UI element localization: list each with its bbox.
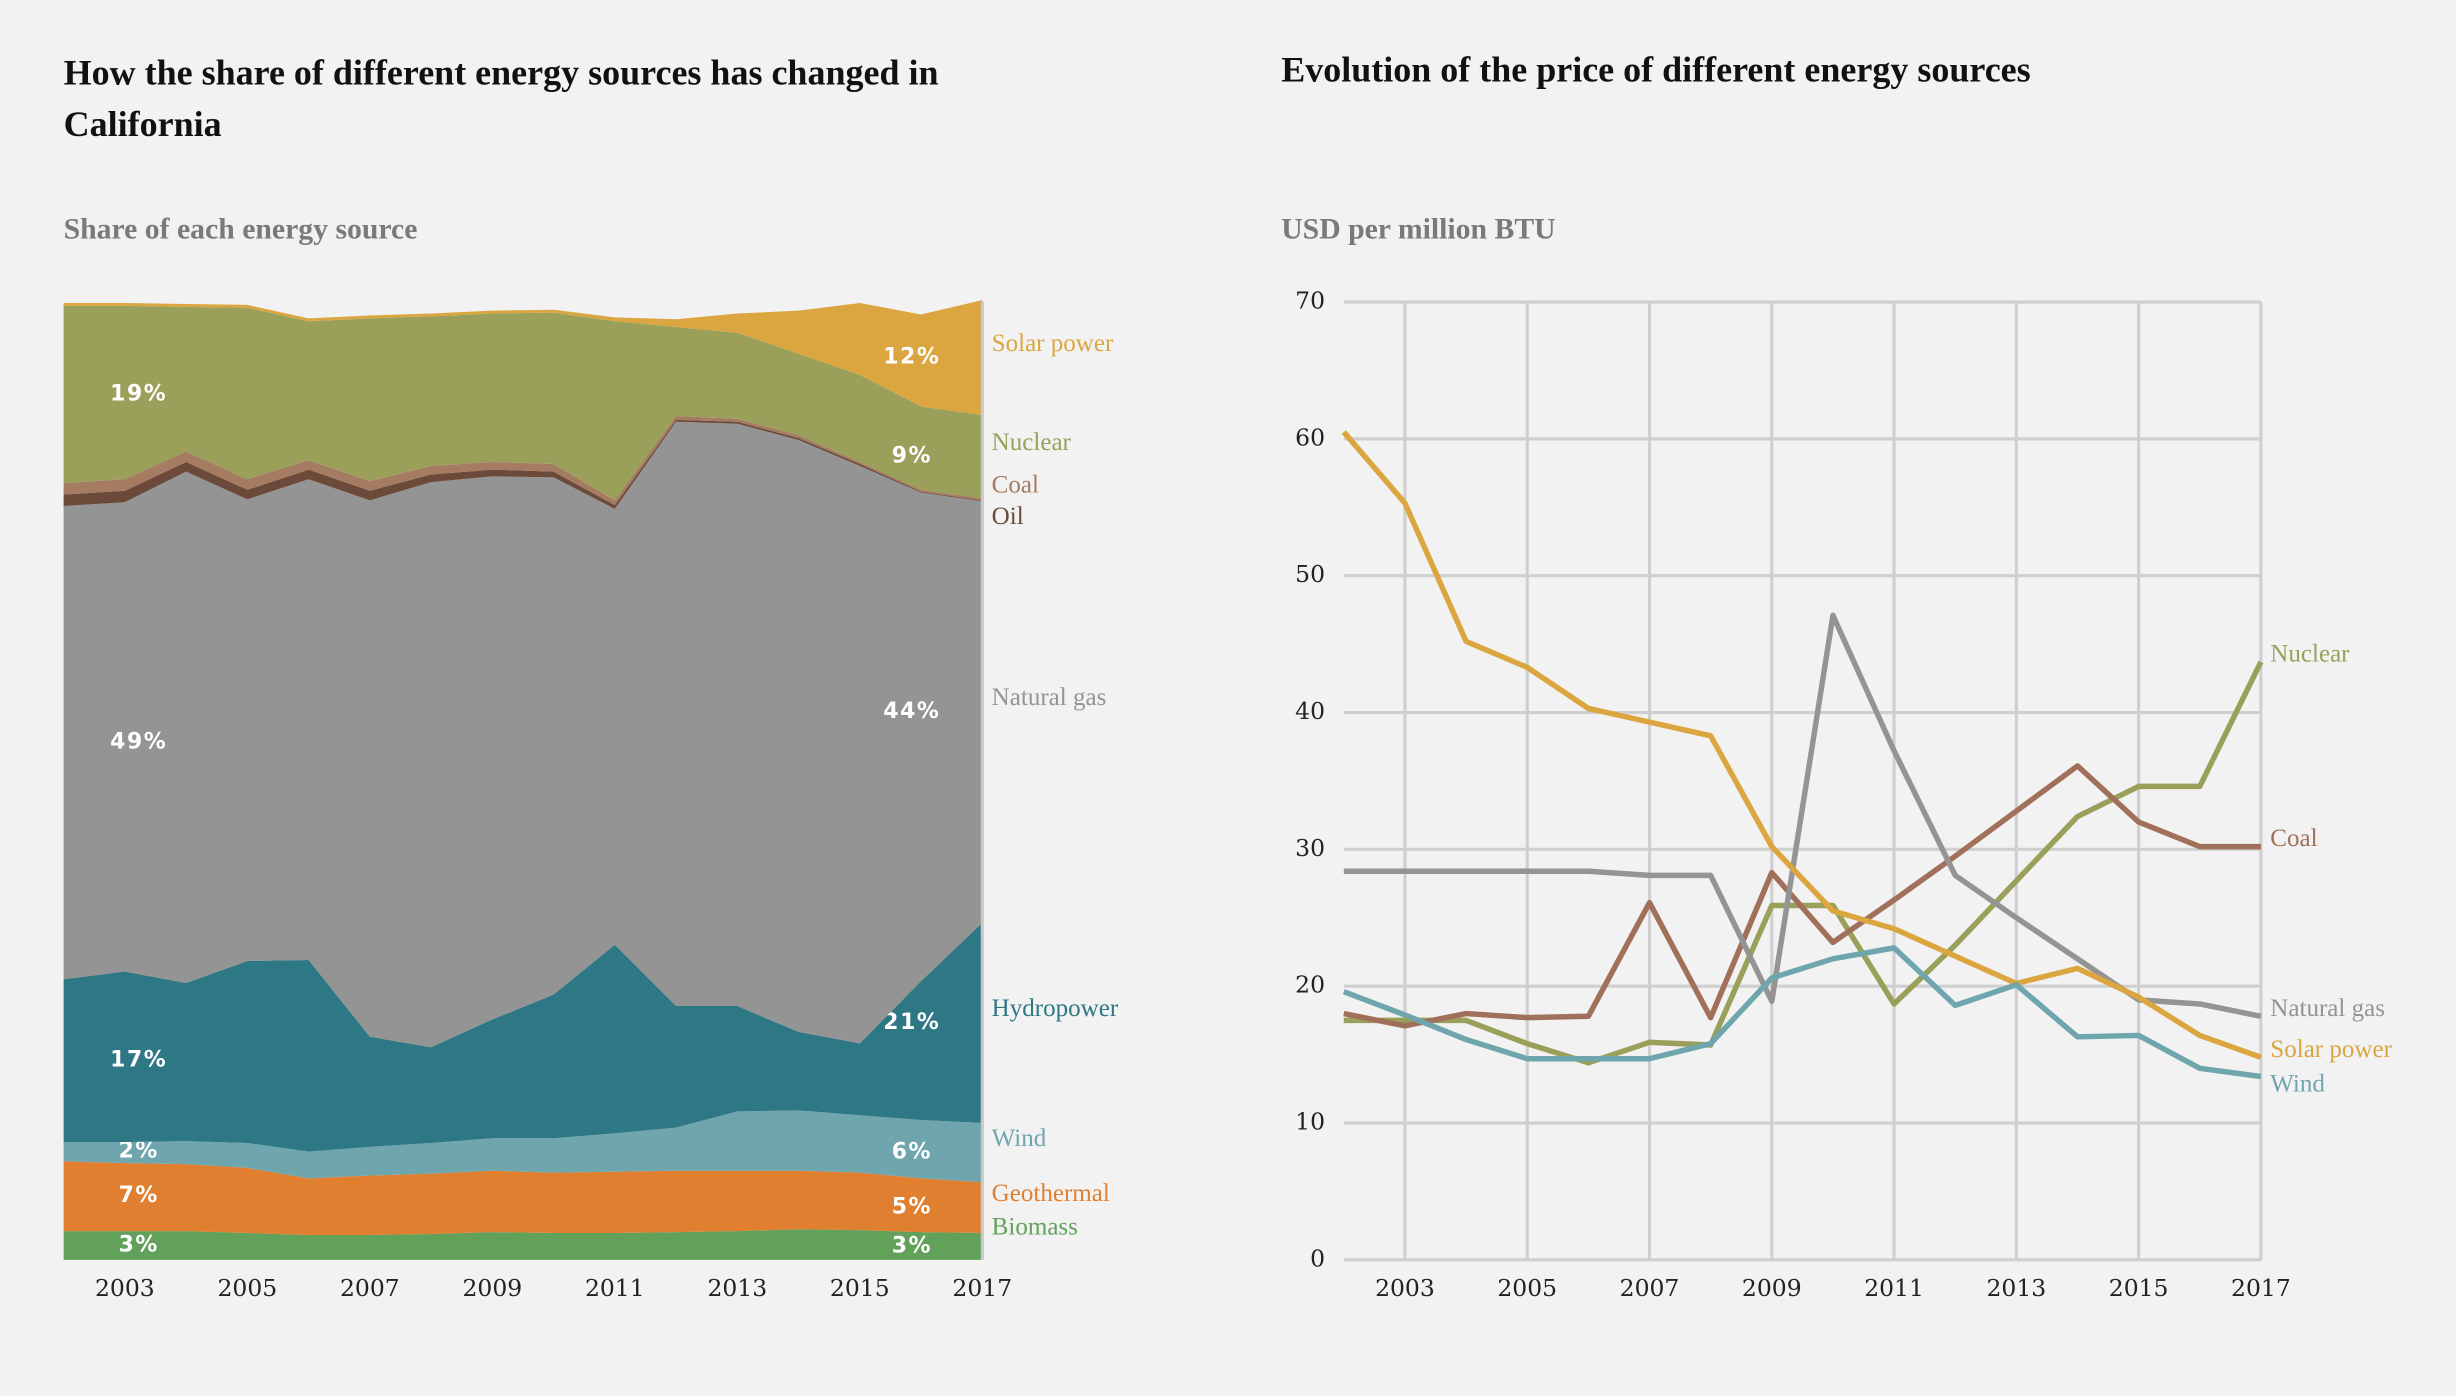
series-label: Wind xyxy=(2270,1070,2325,1097)
line-chart: 0 10 20 30 40 50 60 70 2003 2005 2007 2009 2011 2013 2… xyxy=(1295,287,2392,1303)
y-tick-label: 20 xyxy=(1295,971,1325,999)
series-label: Coal xyxy=(2270,825,2317,852)
value-label: 2% xyxy=(119,1139,159,1164)
area xyxy=(63,305,983,501)
y-tick-label: 0 xyxy=(1310,1244,1325,1272)
line xyxy=(1342,945,2262,1080)
series-label: Geothermal xyxy=(992,1180,1110,1207)
y-tick-label: 40 xyxy=(1295,697,1325,725)
area xyxy=(63,300,983,416)
y-tick-label: 30 xyxy=(1295,834,1325,862)
value-label: 5% xyxy=(892,1195,932,1220)
y-tick-label: 50 xyxy=(1295,560,1325,588)
value-label: 6% xyxy=(892,1140,932,1165)
x-tick-label: 2017 xyxy=(952,1274,1012,1302)
value-label: 17% xyxy=(110,1048,167,1073)
value-label: 3% xyxy=(119,1232,159,1257)
series-label: Hydropower xyxy=(992,995,1119,1022)
area xyxy=(63,1161,983,1235)
y-tick-label: 60 xyxy=(1295,423,1325,451)
area xyxy=(63,1229,983,1260)
x-tick-label: 2009 xyxy=(1742,1274,1802,1302)
area xyxy=(63,1110,983,1183)
x-tick-label: 2013 xyxy=(1986,1274,2046,1302)
title-box: How the share of different energy source… xyxy=(63,53,939,144)
series-label: Oil xyxy=(992,503,1024,530)
series-label: Biomass xyxy=(992,1213,1078,1240)
chart-title: How the share of different energy source… xyxy=(63,53,939,144)
x-tick-label: 2011 xyxy=(1864,1274,1924,1302)
x-tick-label: 2005 xyxy=(217,1274,277,1302)
y-tick-label: 10 xyxy=(1295,1108,1325,1136)
value-label: 7% xyxy=(119,1183,159,1208)
value-label: 21% xyxy=(883,1010,940,1035)
x-tick-label: 2015 xyxy=(830,1274,890,1302)
series-label: Wind xyxy=(992,1125,1047,1152)
area xyxy=(63,421,983,1048)
series-label: Nuclear xyxy=(2270,640,2350,667)
line xyxy=(1341,430,2262,1060)
area xyxy=(63,922,983,1152)
value-label: 9% xyxy=(892,444,932,469)
subtitle: USD per million BTU xyxy=(1281,213,1555,245)
chart-title: Evolution of the price of different ener… xyxy=(1281,50,2031,90)
line xyxy=(1343,612,2262,1019)
area-chart: 3% 3% 7% 5% 2% 6% 17% 21% 49% 44% 19% 9% 12% Solar po… xyxy=(63,300,1119,1302)
x-tick-label: 2011 xyxy=(585,1274,645,1302)
series-label: Solar power xyxy=(992,330,1114,357)
x-tick-label: 2005 xyxy=(1497,1274,1557,1302)
subtitle: Share of each energy source xyxy=(64,213,418,245)
value-label: 49% xyxy=(110,730,167,755)
line xyxy=(1343,763,2261,1029)
series-label: Nuclear xyxy=(992,429,1072,456)
y-tick-label: 70 xyxy=(1295,287,1325,315)
value-label: 44% xyxy=(883,699,940,724)
title-box: Evolution of the price of different ener… xyxy=(1281,50,2031,90)
series-label: Solar power xyxy=(2270,1036,2392,1063)
x-tick-label: 2015 xyxy=(2109,1274,2169,1302)
value-label: 19% xyxy=(110,381,167,406)
value-label: 3% xyxy=(892,1233,932,1258)
x-tick-label: 2007 xyxy=(340,1274,400,1302)
x-tick-label: 2013 xyxy=(707,1274,767,1302)
x-tick-label: 2007 xyxy=(1620,1274,1680,1302)
x-tick-label: 2009 xyxy=(462,1274,522,1302)
series-label: Coal xyxy=(992,472,1039,499)
series-label: Natural gas xyxy=(2270,995,2385,1022)
value-label: 12% xyxy=(883,345,940,370)
series-label: Natural gas xyxy=(992,684,1107,711)
x-tick-label: 2003 xyxy=(95,1274,155,1302)
x-tick-label: 2003 xyxy=(1375,1274,1435,1302)
x-tick-label: 2017 xyxy=(2231,1274,2291,1302)
